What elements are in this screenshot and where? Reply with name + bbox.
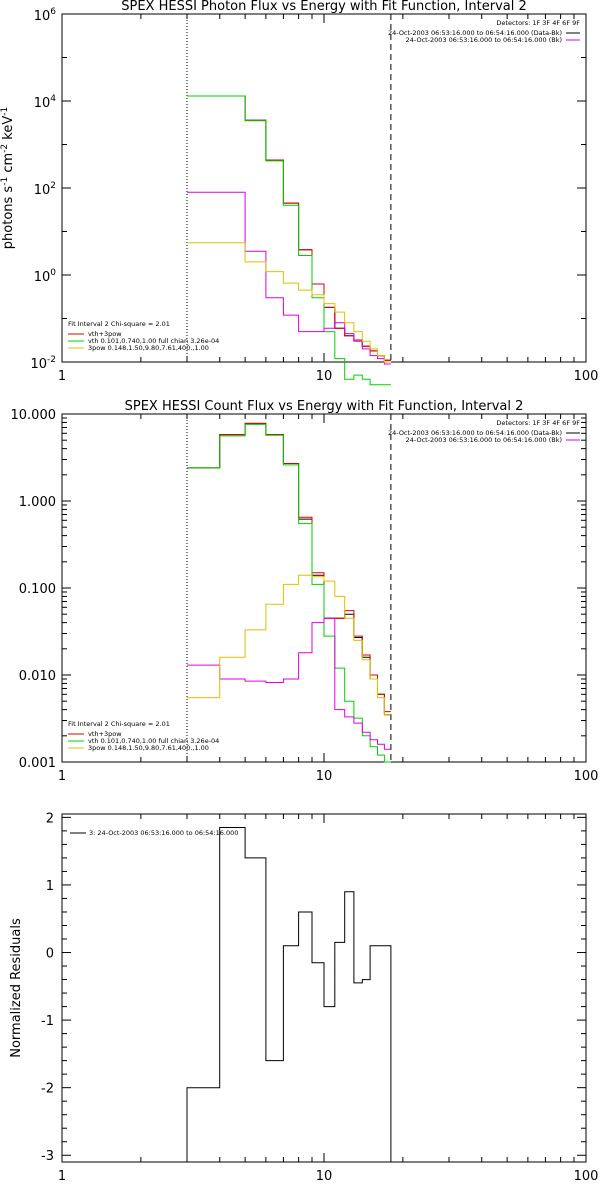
y-tick-label: -1 — [41, 1014, 54, 1029]
legend-right-entry: 24-Oct-2003 06:53:16.000 to 06:54:16.000… — [406, 436, 562, 444]
series-line-count-0 — [187, 422, 391, 716]
y-tick-label: 104 — [34, 94, 57, 111]
x-tick-label: 1 — [58, 1169, 66, 1184]
y-tick-label: -2 — [41, 1082, 54, 1097]
legend-right-entry: 24-Oct-2003 06:53:16.000 to 06:54:16.000… — [406, 36, 562, 44]
series-line-photon-3 — [187, 191, 391, 365]
y-tick-label: 0.001 — [19, 756, 56, 771]
x-tick-label: 100 — [574, 769, 599, 784]
series-line-count-1 — [187, 422, 391, 713]
legend-right-entry: 24-Oct-2003 06:53:16.000 to 06:54:16.000… — [388, 29, 562, 37]
series-line-count-3 — [187, 617, 391, 750]
series-line-photon-4 — [187, 242, 391, 363]
y-axis-label: photons s-1 cm-2 keV-1 — [0, 107, 16, 249]
residuals-line — [186, 827, 392, 1162]
x-tick-label: 10 — [316, 369, 333, 384]
chart-title-count: SPEX HESSI Count Flux vs Energy with Fit… — [125, 399, 524, 414]
y-tick-label: 10.000 — [11, 408, 57, 423]
residual-legend-text: 3: 24-Oct-2003 06:53:16.000 to 06:54:16.… — [89, 829, 238, 837]
y-tick-label: 100 — [34, 268, 57, 285]
fit-interval-label: Fit Interval 2 Chi-square = 2.01 — [68, 320, 170, 328]
y-tick-label: 0.100 — [19, 582, 56, 597]
chart-title-photon: SPEX HESSI Photon Flux vs Energy with Fi… — [121, 0, 527, 14]
series-line-count-2 — [187, 423, 391, 763]
x-tick-label: 10 — [316, 769, 333, 784]
y-tick-label: 10-2 — [30, 355, 56, 372]
legend-left-entry: vth 0.101,0.740,1.00 full chian 3.26e-04 — [88, 737, 219, 745]
series-line-count-4 — [187, 574, 391, 716]
y-tick-label: 106 — [34, 7, 57, 24]
x-tick-label: 1 — [58, 769, 66, 784]
legend-left-entry: vth 0.101,0.740,1.00 full chian 3.26e-04 — [88, 337, 219, 345]
series-line-photon-0 — [187, 95, 391, 361]
legend-left-entry: vth+3pow — [88, 730, 122, 738]
y-tick-label: -3 — [41, 1149, 54, 1164]
x-tick-label: 100 — [574, 1169, 599, 1184]
legend-left-entry: 3pow 0.148,1.50,9.80,7.61,400.,1.00 — [88, 744, 209, 752]
detectors-label: Detectors: 1F 3F 4F 6F 9F — [496, 419, 580, 427]
y-axis-label: Normalized Residuals — [9, 918, 24, 1058]
y-tick-label: 1.000 — [19, 495, 56, 510]
legend-left-entry: 3pow 0.148,1.50,9.80,7.61,400.,1.00 — [88, 344, 209, 352]
legend-left-entry: vth+3pow — [88, 330, 122, 338]
x-tick-label: 10 — [316, 1169, 333, 1184]
series-line-photon-1 — [187, 95, 391, 361]
fit-interval-label: Fit Interval 2 Chi-square = 2.01 — [68, 720, 170, 728]
y-tick-label: 0 — [46, 947, 54, 962]
legend-right-entry: 24-Oct-2003 06:53:16.000 to 06:54:16.000… — [388, 429, 562, 437]
x-tick-label: 100 — [574, 369, 599, 384]
y-tick-label: 102 — [34, 181, 56, 198]
y-tick-label: 2 — [46, 811, 54, 826]
y-tick-label: 0.010 — [19, 669, 56, 684]
detectors-label: Detectors: 1F 3F 4F 6F 9F — [496, 19, 580, 27]
x-tick-label: 1 — [58, 369, 66, 384]
y-tick-label: 1 — [46, 879, 54, 894]
